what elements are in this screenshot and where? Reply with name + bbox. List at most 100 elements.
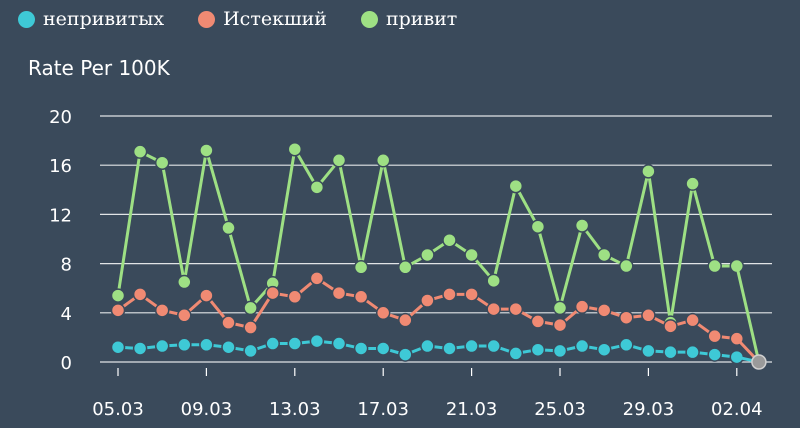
data-point[interactable] [243,343,258,359]
data-point[interactable] [442,232,457,248]
data-point[interactable] [574,218,590,233]
data-point[interactable] [287,336,303,351]
y-tick-label: 16 [49,156,72,177]
data-point[interactable] [309,271,325,286]
data-point[interactable] [619,258,634,274]
y-tick-label: 12 [49,205,72,226]
x-tick-label: 29.03 [623,399,675,420]
x-axis: 05.03 09.03 13.03 17.03 21.03 25.03 29.03 02.04 [92,368,763,420]
data-point[interactable] [685,312,700,328]
data-point[interactable] [486,301,501,317]
y-tick-label: 0 [61,353,72,374]
legend-item-vaccinated[interactable]: привит [360,8,457,30]
data-point[interactable] [530,314,546,329]
data-point[interactable] [641,164,656,179]
data-point[interactable] [596,303,612,318]
data-point[interactable] [508,346,524,361]
legend-item-expired[interactable]: Истекший [198,8,327,30]
end-data-point[interactable] [751,354,767,370]
data-point[interactable] [154,303,170,318]
data-point[interactable] [154,338,170,354]
data-point[interactable] [464,338,479,354]
data-point[interactable] [596,342,612,357]
y-tick-label: 20 [49,107,72,128]
data-point[interactable] [596,247,612,263]
data-point[interactable] [508,178,524,194]
data-point[interactable] [265,336,280,351]
data-point[interactable] [110,339,126,355]
data-point[interactable] [331,336,347,351]
data-point[interactable] [154,155,170,170]
data-point[interactable] [353,289,369,305]
x-tick-label: 05.03 [92,399,144,420]
data-point[interactable] [707,328,722,344]
series-end-segment [735,265,761,363]
data-point[interactable] [619,337,634,353]
data-point[interactable] [132,144,148,159]
data-point[interactable] [309,180,325,195]
data-point[interactable] [221,315,236,330]
x-tick-label: 09.03 [181,399,233,420]
data-point[interactable] [221,220,236,236]
data-point[interactable] [530,219,546,234]
series-group [110,141,767,370]
data-point[interactable] [309,333,325,349]
data-point[interactable] [641,343,656,359]
data-point[interactable] [641,308,656,323]
data-point[interactable] [199,288,214,303]
data-point[interactable] [398,260,413,275]
data-point[interactable] [619,310,634,325]
data-point[interactable] [331,153,347,168]
data-point[interactable] [353,341,369,356]
data-point[interactable] [199,337,214,353]
data-point[interactable] [287,289,303,305]
data-point[interactable] [442,287,457,302]
data-point[interactable] [177,337,192,353]
data-point[interactable] [353,260,369,275]
data-point[interactable] [464,247,479,263]
data-point[interactable] [398,347,413,362]
data-point[interactable] [177,274,192,290]
data-point[interactable] [132,287,148,302]
data-point[interactable] [685,344,700,360]
data-point[interactable] [331,285,347,301]
data-point[interactable] [287,141,303,157]
data-point[interactable] [663,344,678,360]
data-point[interactable] [375,305,391,321]
data-point[interactable] [132,341,148,356]
data-point[interactable] [110,303,126,318]
data-point[interactable] [508,301,524,317]
data-point[interactable] [420,338,435,354]
data-point[interactable] [552,343,568,359]
data-point[interactable] [199,143,214,158]
data-point[interactable] [486,273,501,289]
data-point[interactable] [375,341,391,356]
data-point[interactable] [375,153,391,168]
data-point[interactable] [574,338,590,354]
data-point[interactable] [398,312,413,328]
data-point[interactable] [243,320,258,335]
data-point[interactable] [663,319,678,334]
data-point[interactable] [110,288,126,303]
data-point[interactable] [552,317,568,333]
data-point[interactable] [707,258,722,274]
data-point[interactable] [530,342,546,357]
legend-label: Истекший [223,8,327,30]
data-point[interactable] [552,300,568,316]
series-непривитых [110,333,745,365]
data-point[interactable] [464,287,479,302]
data-point[interactable] [707,347,722,362]
data-point[interactable] [685,176,700,191]
data-point[interactable] [442,341,457,356]
data-point[interactable] [243,300,258,316]
data-point[interactable] [420,247,435,263]
data-point[interactable] [221,339,236,355]
series-Истекший [110,271,745,346]
data-point[interactable] [574,299,590,314]
data-point[interactable] [486,338,501,354]
legend-item-unvaccinated[interactable]: непривитых [18,8,164,30]
series-line [117,276,737,341]
data-point[interactable] [177,308,192,323]
data-point[interactable] [420,293,435,308]
data-point[interactable] [265,285,280,301]
